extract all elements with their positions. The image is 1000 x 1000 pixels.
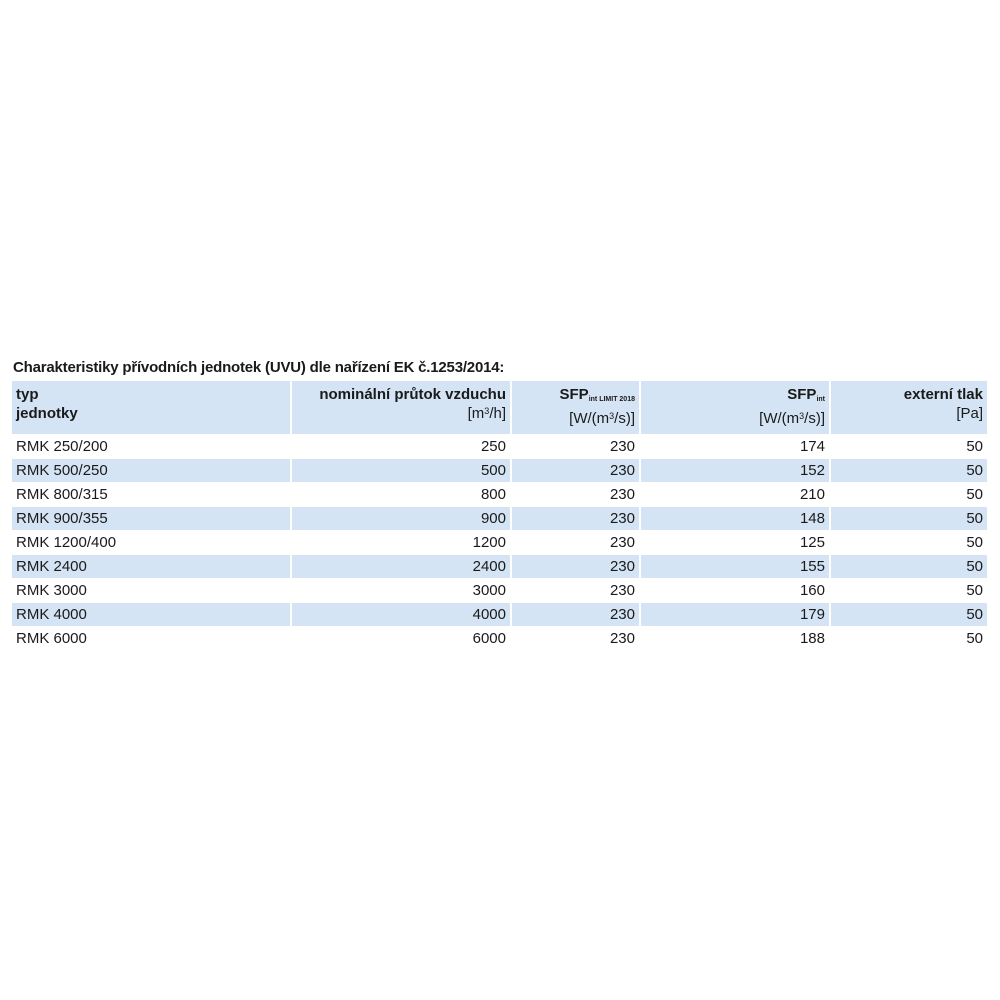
cell-external-pressure: 50: [831, 507, 987, 530]
uvu-characteristics-table: typ jednotky nominální průtok vzduchu [m…: [10, 380, 989, 651]
cell-airflow: 900: [292, 507, 510, 530]
cell-airflow: 4000: [292, 603, 510, 626]
cell-sfp-int: 160: [799, 582, 825, 599]
cell-sfp-limit: 230: [609, 486, 635, 503]
cell-sfp-limit: 230: [609, 582, 635, 599]
cell-external-pressure: 50: [831, 459, 987, 482]
header-row: typ jednotky nominální průtok vzduchu [m…: [12, 381, 987, 434]
cell-sfp-int: 155: [641, 555, 829, 578]
header-unit: [W/(m3/s)]: [759, 410, 825, 427]
header-sfp-limit: SFPint LIMIT 2018 [W/(m3/s)]: [512, 381, 639, 434]
cell-sfp-int: 188: [799, 630, 825, 647]
cell-sfp-limit: 230: [609, 630, 635, 647]
cell-airflow: 250: [480, 438, 506, 455]
cell-unit-type: RMK 2400: [12, 555, 290, 578]
header-unit: [W/(m3/s)]: [569, 410, 635, 427]
header-line: typ: [16, 386, 39, 403]
cell-unit-type: RMK 4000: [12, 603, 290, 626]
header-sfp-int: SFPint [W/(m3/s)]: [641, 381, 829, 434]
table-title: Charakteristiky přívodních jednotek (UVU…: [13, 359, 505, 376]
header-line: externí tlak: [903, 386, 983, 403]
cell-sfp-int: 174: [799, 438, 825, 455]
table-row: RMK 800/315 800 230 210 50: [12, 483, 987, 506]
header-line: jednotky: [16, 405, 78, 422]
cell-sfp-limit: 230: [512, 603, 639, 626]
cell-sfp-limit: 230: [512, 507, 639, 530]
table-row: RMK 4000 4000 230 179 50: [12, 603, 987, 626]
cell-airflow: 1200: [472, 534, 506, 551]
header-line: SFPint LIMIT 2018: [559, 386, 635, 403]
table-row: RMK 1200/400 1200 230 125 50: [12, 531, 987, 554]
header-unit: [Pa]: [956, 405, 983, 422]
table-row: RMK 6000 6000 230 188 50: [12, 627, 987, 650]
cell-external-pressure: 50: [831, 555, 987, 578]
table-row: RMK 250/200 250 230 174 50: [12, 435, 987, 458]
cell-external-pressure: 50: [966, 438, 983, 455]
cell-airflow: 800: [480, 486, 506, 503]
cell-unit-type: RMK 900/355: [12, 507, 290, 530]
cell-sfp-limit: 230: [512, 555, 639, 578]
cell-sfp-int: 179: [641, 603, 829, 626]
cell-sfp-int: 125: [799, 534, 825, 551]
table-row: RMK 3000 3000 230 160 50: [12, 579, 987, 602]
cell-external-pressure: 50: [966, 534, 983, 551]
cell-sfp-limit: 230: [609, 534, 635, 551]
header-external-pressure: externí tlak [Pa]: [831, 381, 987, 434]
cell-airflow: 6000: [472, 630, 506, 647]
cell-sfp-limit: 230: [609, 438, 635, 455]
cell-sfp-int: 152: [641, 459, 829, 482]
cell-airflow: 2400: [292, 555, 510, 578]
cell-unit-type: RMK 1200/400: [16, 534, 117, 551]
cell-sfp-int: 210: [799, 486, 825, 503]
cell-unit-type: RMK 250/200: [16, 438, 108, 455]
header-unit: [m3/h]: [467, 405, 506, 422]
table-row: RMK 900/355 900 230 148 50: [12, 507, 987, 530]
header-unit-type: typ jednotky: [12, 381, 290, 434]
table-row: RMK 500/250 500 230 152 50: [12, 459, 987, 482]
cell-external-pressure: 50: [966, 630, 983, 647]
cell-unit-type: RMK 800/315: [16, 486, 108, 503]
header-line: SFPint: [787, 386, 825, 403]
cell-external-pressure: 50: [966, 486, 983, 503]
cell-airflow: 500: [292, 459, 510, 482]
header-airflow: nominální průtok vzduchu [m3/h]: [292, 381, 510, 434]
cell-external-pressure: 50: [966, 582, 983, 599]
cell-sfp-int: 148: [641, 507, 829, 530]
cell-airflow: 3000: [472, 582, 506, 599]
cell-unit-type: RMK 500/250: [12, 459, 290, 482]
table-row: RMK 2400 2400 230 155 50: [12, 555, 987, 578]
cell-unit-type: RMK 6000: [16, 630, 87, 647]
cell-external-pressure: 50: [831, 603, 987, 626]
header-line: nominální průtok vzduchu: [319, 386, 506, 403]
cell-sfp-limit: 230: [512, 459, 639, 482]
cell-unit-type: RMK 3000: [16, 582, 87, 599]
